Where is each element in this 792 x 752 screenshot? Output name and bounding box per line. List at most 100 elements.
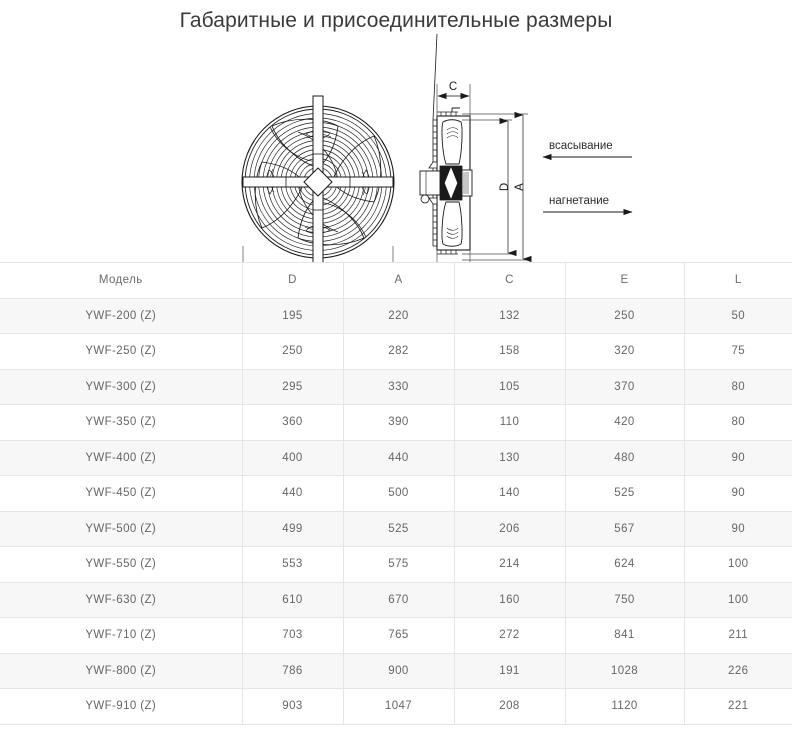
dimension-label-E: E — [314, 261, 322, 262]
dimension-E — [242, 246, 394, 262]
cell-e: 567 — [565, 510, 685, 547]
cell-model: YWF-450 (Z) — [0, 475, 243, 512]
cell-l: 221 — [684, 688, 792, 725]
cell-a: 575 — [343, 546, 455, 583]
cell-l: 100 — [684, 546, 792, 583]
dimension-label-A: A — [514, 183, 526, 191]
cell-e: 1120 — [565, 688, 685, 725]
cell-c: 158 — [454, 333, 566, 370]
table-row: YWF-350 (Z) 360 390 110 420 80 — [0, 404, 792, 441]
cell-e: 525 — [565, 475, 685, 512]
cell-d: 360 — [242, 404, 344, 441]
table-row: YWF-250 (Z) 250 282 158 320 75 — [0, 333, 792, 370]
cell-model: YWF-200 (Z) — [0, 297, 243, 334]
table-header: Модель D A C E L — [0, 262, 792, 299]
cell-c: 160 — [454, 581, 566, 618]
cell-d: 499 — [242, 510, 344, 547]
cell-a: 440 — [343, 439, 455, 476]
cell-c: 191 — [454, 652, 566, 689]
cell-c: 214 — [454, 546, 566, 583]
cell-model: YWF-910 (Z) — [0, 688, 243, 725]
technical-drawing-svg: E — [241, 34, 633, 262]
table-body: YWF-200 (Z) 195 220 132 250 50 YWF-250 (… — [0, 297, 792, 725]
suction-flow-label: всасывание — [549, 140, 613, 152]
dimension-label-C: C — [449, 81, 457, 93]
table-row: YWF-710 (Z) 703 765 272 841 211 — [0, 617, 792, 654]
cell-c: 208 — [454, 688, 566, 725]
cell-d: 703 — [242, 617, 344, 654]
cell-a: 390 — [343, 404, 455, 441]
cell-c: 130 — [454, 439, 566, 476]
dimensions-table: Модель D A C E L YWF-200 (Z) 195 220 132… — [0, 262, 792, 725]
dimension-D — [462, 117, 517, 257]
cell-d: 786 — [242, 652, 344, 689]
cell-e: 370 — [565, 368, 685, 405]
cell-e: 1028 — [565, 652, 685, 689]
cell-l: 90 — [684, 475, 792, 512]
fan-side-view — [419, 34, 473, 255]
table-row: YWF-630 (Z) 610 670 160 750 100 — [0, 581, 792, 618]
column-header-a: A — [343, 262, 455, 299]
cell-a: 282 — [343, 333, 455, 370]
table-row: YWF-400 (Z) 400 440 130 480 90 — [0, 439, 792, 476]
dimension-A — [462, 111, 532, 262]
cell-c: 105 — [454, 368, 566, 405]
table-header-row: Модель D A C E L — [0, 262, 792, 299]
cell-model: YWF-300 (Z) — [0, 368, 243, 405]
cell-a: 1047 — [343, 688, 455, 725]
table-row: YWF-450 (Z) 440 500 140 525 90 — [0, 475, 792, 512]
cell-d: 903 — [242, 688, 344, 725]
page-title: Габаритные и присоединительные размеры — [179, 9, 613, 32]
table-row: YWF-910 (Z) 903 1047 208 1120 221 — [0, 688, 792, 725]
cell-a: 525 — [343, 510, 455, 547]
cell-d: 195 — [242, 297, 344, 334]
cell-c: 132 — [454, 297, 566, 334]
cell-l: 75 — [684, 333, 792, 370]
column-header-d: D — [242, 262, 344, 299]
cell-l: 211 — [684, 617, 792, 654]
cell-model: YWF-800 (Z) — [0, 652, 243, 689]
cell-e: 250 — [565, 297, 685, 334]
column-header-model: Модель — [0, 262, 243, 299]
cell-c: 206 — [454, 510, 566, 547]
cell-a: 330 — [343, 368, 455, 405]
cell-e: 480 — [565, 439, 685, 476]
cell-model: YWF-630 (Z) — [0, 581, 243, 618]
cell-d: 250 — [242, 333, 344, 370]
cell-e: 320 — [565, 333, 685, 370]
cell-d: 610 — [242, 581, 344, 618]
cell-e: 750 — [565, 581, 685, 618]
column-header-l: L — [684, 262, 792, 299]
cell-model: YWF-250 (Z) — [0, 333, 243, 370]
cell-a: 765 — [343, 617, 455, 654]
cell-c: 140 — [454, 475, 566, 512]
cell-d: 400 — [242, 439, 344, 476]
technical-drawing: E — [0, 34, 792, 262]
cell-l: 90 — [684, 510, 792, 547]
cell-d: 440 — [242, 475, 344, 512]
cell-c: 110 — [454, 404, 566, 441]
table-row: YWF-500 (Z) 499 525 206 567 90 — [0, 510, 792, 547]
cell-c: 272 — [454, 617, 566, 654]
discharge-flow-label: нагнетание — [549, 195, 610, 207]
dimension-label-D: D — [499, 183, 511, 191]
table-row: YWF-550 (Z) 553 575 214 624 100 — [0, 546, 792, 583]
table-row: YWF-800 (Z) 786 900 191 1028 226 — [0, 652, 792, 689]
column-header-c: C — [454, 262, 566, 299]
cell-e: 624 — [565, 546, 685, 583]
cell-a: 670 — [343, 581, 455, 618]
cell-model: YWF-500 (Z) — [0, 510, 243, 547]
cell-a: 220 — [343, 297, 455, 334]
cell-e: 841 — [565, 617, 685, 654]
cell-a: 900 — [343, 652, 455, 689]
cell-l: 226 — [684, 652, 792, 689]
cell-l: 80 — [684, 368, 792, 405]
cell-l: 90 — [684, 439, 792, 476]
cell-l: 80 — [684, 404, 792, 441]
dimension-L — [436, 250, 471, 262]
cell-a: 500 — [343, 475, 455, 512]
cell-e: 420 — [565, 404, 685, 441]
cell-model: YWF-350 (Z) — [0, 404, 243, 441]
cell-d: 553 — [242, 546, 344, 583]
cell-l: 50 — [684, 297, 792, 334]
